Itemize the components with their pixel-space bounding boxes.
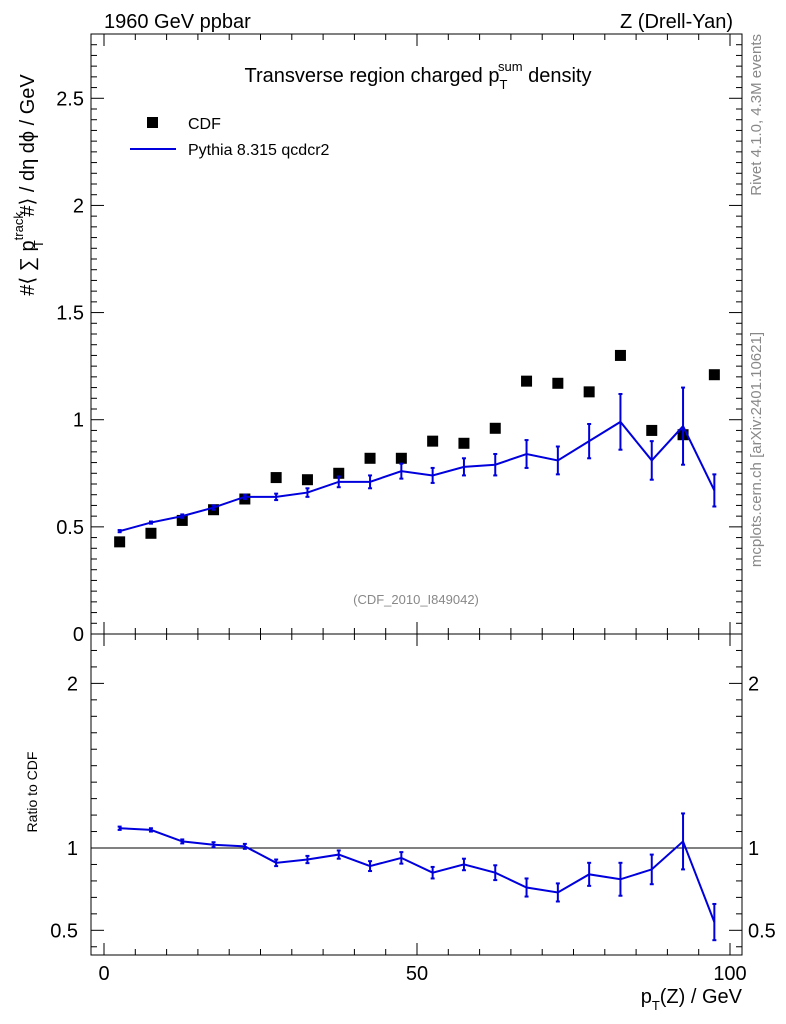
cdf-data-point — [301, 474, 313, 486]
analysis-watermark: (CDF_2010_I849042) — [353, 592, 479, 607]
cdf-data-point — [489, 422, 501, 434]
cdf-data-point — [552, 377, 564, 389]
ylabel-b: #⟩ / dη dϕ / GeV — [17, 74, 39, 223]
ratio-y-tick-label-left: 1 — [67, 838, 78, 860]
ratio-y-tick-label-right: 1 — [748, 838, 759, 860]
rivet-label: Rivet 4.1.0, 4.3M events — [748, 34, 765, 196]
cdf-data-point — [646, 424, 658, 436]
cdf-data-point — [614, 349, 626, 361]
ratio-y-tick-label-right: 0.5 — [748, 920, 776, 942]
legend-cdf-label: CDF — [188, 116, 221, 133]
ylabel-sup: track — [11, 212, 26, 241]
cdf-data-point — [333, 467, 345, 479]
cdf-data-point — [458, 437, 470, 449]
ylabel-sub: T — [31, 240, 46, 248]
cdf-data-point — [364, 452, 376, 464]
ratio-y-axis-label: Ratio to CDF — [24, 752, 40, 833]
main-title-sup: sum — [498, 59, 523, 74]
main-title: Transverse region charged pTsum density — [245, 59, 592, 92]
main-y-tick-label: 2 — [73, 195, 84, 217]
main-y-axis-label: #⟨ ∑ ptrack T #⟩ / dη dϕ / GeV — [11, 74, 46, 296]
ratio-y-tick-label-left: 0.5 — [50, 920, 78, 942]
ratio-y-tick-label-right: 2 — [748, 673, 759, 695]
cdf-data-point — [395, 452, 407, 464]
main-y-tick-label: 2.5 — [56, 88, 84, 110]
ratio-panel-frame — [90, 633, 743, 956]
xlabel-sub: T — [652, 998, 660, 1013]
x-tick-label: 0 — [98, 963, 109, 985]
cdf-data-point — [270, 472, 282, 484]
pythia-main-line — [119, 420, 716, 533]
x-tick-label: 50 — [406, 963, 428, 985]
main-y-tick-label: 1.5 — [56, 303, 84, 325]
plot-layer: 0 50 100 0 0.5 1 1.5 2 2.5 0.5 0.5 1 1 2 2 — [50, 33, 776, 985]
xlabel-pre: p — [641, 986, 652, 1008]
main-y-tick-label: 1 — [73, 410, 84, 432]
x-axis-label: pT(Z) / GeV — [641, 986, 743, 1013]
ylabel-a: #⟨ ∑ p — [17, 240, 39, 295]
cdf-data-point — [145, 527, 157, 539]
cdf-data-point — [521, 375, 533, 387]
legend-pythia-label: Pythia 8.315 qcdcr2 — [188, 142, 330, 159]
cdf-data-point — [708, 369, 720, 381]
x-tick-label: 100 — [713, 963, 746, 985]
main-title-pre: Transverse region charged p — [245, 65, 500, 87]
main-y-tick-label: 0 — [73, 624, 84, 646]
main-title-post: density — [523, 65, 592, 87]
header-right: Z (Drell-Yan) — [620, 11, 733, 33]
legend: CDF Pythia 8.315 qcdcr2 — [130, 116, 330, 159]
cdf-data-point — [427, 435, 439, 447]
main-title-sub: T — [499, 77, 507, 92]
main-y-tick-label: 0.5 — [56, 517, 84, 539]
mcplots-label: mcplots.cern.ch [arXiv:2401.10621] — [748, 332, 765, 567]
cdf-data-point — [176, 514, 188, 526]
cdf-data-point — [114, 536, 126, 548]
cdf-data-point — [583, 386, 595, 398]
header-left: 1960 GeV ppbar — [104, 11, 251, 33]
xlabel-post: (Z) / GeV — [660, 986, 743, 1008]
pythia-ratio-line — [119, 827, 716, 923]
ratio-y-tick-label-left: 2 — [67, 673, 78, 695]
legend-cdf-marker — [147, 117, 158, 128]
